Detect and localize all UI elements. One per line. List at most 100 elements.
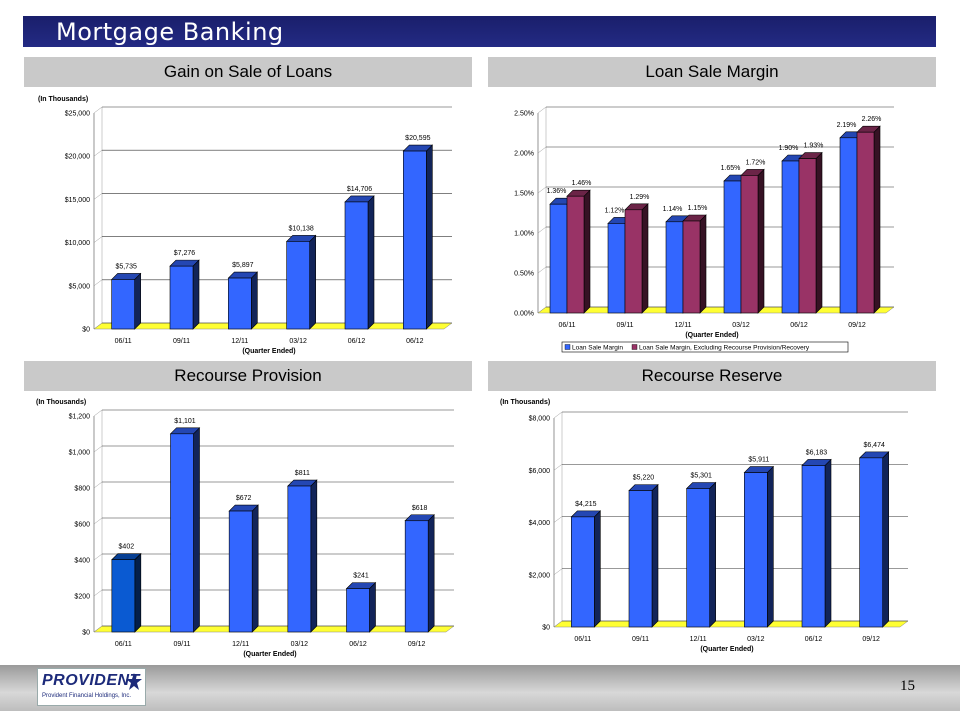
- x-tick-label: 12/11: [675, 322, 692, 329]
- reserve-header: Recourse Reserve: [488, 361, 936, 391]
- y-tick-label: $6,000: [529, 468, 551, 475]
- y-tick-label: $25,000: [65, 111, 90, 118]
- recourse-reserve-chart: (In Thousands) $0 $2,000 $4,000 $6,000 $8,000…: [500, 399, 909, 653]
- x-tick-label: 09/11: [617, 322, 634, 329]
- y-tick-label: $200: [74, 594, 90, 601]
- bar: [856, 131, 875, 314]
- data-label: $6,183: [806, 449, 828, 456]
- bar: [607, 223, 626, 314]
- y-tick-label: 0.00%: [514, 311, 534, 318]
- x-tick-label: 03/12: [732, 322, 750, 329]
- bar: [287, 485, 312, 633]
- x-tick-label: 03/12: [289, 338, 307, 345]
- data-label: 1.36%: [547, 188, 567, 195]
- gridline-diag: [553, 620, 563, 628]
- bar-side: [426, 144, 433, 330]
- bar-side: [583, 189, 591, 314]
- bar: [859, 457, 883, 628]
- bar-side: [251, 504, 259, 633]
- gridline-diag: [93, 279, 103, 286]
- x-tick-label: 06/12: [349, 641, 367, 648]
- y-tick-label: $800: [74, 486, 90, 493]
- data-label: $618: [412, 505, 428, 512]
- bar: [624, 209, 643, 314]
- recourse-provision-chart: (In Thousands) $0 $200 $400 $600 $800 $1,000 $1…: [36, 399, 455, 658]
- x-tick-label: 09/11: [174, 641, 191, 648]
- x-tick-label: 12/11: [231, 338, 248, 345]
- bar: [170, 433, 194, 633]
- y-tick-label: 0.50%: [514, 271, 534, 278]
- y-tick-label: 1.00%: [514, 231, 534, 238]
- gridline-diag: [93, 150, 103, 157]
- data-label: 1.15%: [688, 205, 708, 212]
- data-label: $672: [236, 495, 252, 502]
- gridline-diag: [537, 106, 547, 114]
- data-label: $4,215: [575, 501, 597, 508]
- gridline-diag: [553, 568, 563, 575]
- provision-header: Recourse Provision: [24, 361, 472, 391]
- x-tick-label: 06/11: [574, 636, 591, 643]
- x-tick-label: 12/11: [690, 636, 707, 643]
- data-label: 2.26%: [862, 116, 882, 123]
- x-tick-label: 06/12: [348, 338, 366, 345]
- bar-side: [709, 481, 716, 628]
- gridline-diag: [537, 306, 547, 314]
- bar: [228, 277, 252, 330]
- x-tick-label: 09/11: [173, 338, 190, 345]
- gridline-diag: [93, 445, 103, 453]
- bar-side: [757, 168, 765, 314]
- y-tick-label: $2,000: [529, 572, 551, 579]
- bar-side: [651, 483, 659, 628]
- bar-side: [134, 272, 141, 330]
- bar: [798, 158, 817, 314]
- data-label: $1,101: [174, 418, 196, 425]
- bar: [403, 150, 427, 330]
- x-axis-label: (Quarter Ended): [243, 651, 296, 658]
- bar-side: [873, 125, 881, 314]
- legend-box: [561, 341, 849, 353]
- gain-on-sale-chart: (In Thousands) $0 $5,000 $10,000 $15,000 $20,…: [38, 96, 453, 355]
- legend-swatch: [631, 344, 638, 350]
- bar: [228, 510, 253, 633]
- bar: [571, 516, 595, 628]
- y-tick-label: 2.50%: [514, 111, 534, 118]
- data-label: $5,301: [690, 473, 712, 480]
- bar: [686, 488, 710, 628]
- y-tick-label: $600: [74, 522, 90, 529]
- loan-sale-margin-chart: 0.00% 0.50% 1.00% 1.50% 2.00% 2.50% 06/11 1.36%…: [514, 106, 895, 353]
- x-tick-label: 12/11: [232, 641, 249, 648]
- logo-subtitle: Provident Financial Holdings, Inc.: [42, 693, 132, 699]
- title-bar: Mortgage Banking: [23, 16, 936, 47]
- legend-label: Loan Sale Margin, Excluding Recourse Pro…: [639, 345, 810, 352]
- data-label: $6,474: [863, 442, 885, 449]
- data-label: 1.14%: [663, 206, 683, 213]
- x-tick-label: 03/12: [747, 636, 765, 643]
- bar: [566, 195, 585, 314]
- x-axis-label: (Quarter Ended): [685, 332, 738, 339]
- x-tick-label: 06/11: [559, 322, 576, 329]
- bar: [628, 490, 653, 628]
- legend-label: Loan Sale Margin: [572, 345, 623, 352]
- data-label: $811: [295, 470, 310, 477]
- bar: [404, 520, 429, 633]
- bar: [839, 137, 858, 314]
- x-tick-label: 09/12: [862, 636, 880, 643]
- unit-label: (In Thousands): [500, 399, 550, 406]
- bar: [744, 472, 768, 628]
- gridline-diag: [93, 553, 103, 561]
- x-tick-label: 06/12: [406, 338, 424, 345]
- data-label: 1.72%: [746, 159, 766, 166]
- y-tick-label: $4,000: [529, 520, 551, 527]
- x-tick-label: 06/12: [805, 636, 823, 643]
- bar: [740, 175, 759, 314]
- bar: [344, 201, 369, 330]
- gridline-diag: [93, 625, 103, 633]
- page-title: Mortgage Banking: [56, 18, 284, 46]
- y-tick-label: $5,000: [69, 283, 91, 290]
- bar-side: [427, 514, 435, 633]
- y-tick-label: $400: [74, 558, 90, 565]
- bar-side: [594, 510, 601, 628]
- data-label: $10,138: [289, 225, 314, 232]
- data-label: 2.19%: [837, 122, 857, 129]
- bar-side: [192, 259, 200, 330]
